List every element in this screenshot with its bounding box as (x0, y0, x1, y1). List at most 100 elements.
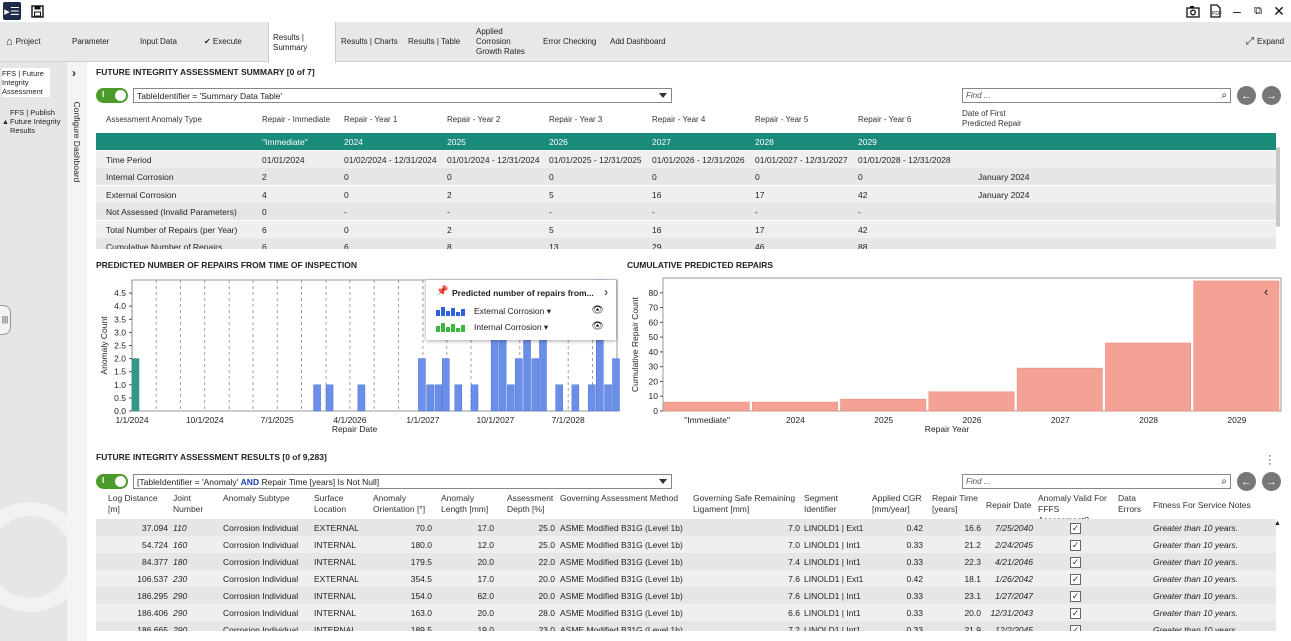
results-col-header[interactable]: Anomaly Length [mm] (441, 493, 489, 514)
summary-col-header[interactable]: Repair - Year 3 (549, 115, 603, 124)
results-col-header[interactable]: Assessment Depth [%] (507, 493, 554, 514)
summary-cell: 16 (652, 224, 662, 235)
results-col-header[interactable]: Governing Assessment Method (560, 493, 679, 503)
results-col-header[interactable]: Fitness For Service Notes (1153, 500, 1251, 510)
expand-button[interactable]: ⤢ Expand (1246, 36, 1285, 47)
results-filter-toggle[interactable]: I (96, 474, 128, 489)
results-cell: 0.33 (906, 608, 923, 618)
summary-next-button[interactable]: → (1262, 86, 1281, 105)
chevron-left-icon[interactable]: ‹ (1264, 284, 1269, 299)
export-pdf-icon[interactable]: PDF (1206, 2, 1224, 20)
results-col-header[interactable]: Data Errors (1118, 493, 1142, 514)
tab-results-table[interactable]: Results | Table (408, 37, 461, 46)
tab-add-dashboard[interactable]: Add Dashboard (610, 37, 666, 46)
results-col-header[interactable]: Surface Location (314, 493, 347, 514)
summary-col-header[interactable]: Repair - Year 4 (652, 115, 706, 124)
results-filter-dropdown[interactable]: [TableIdentifier = 'Anomaly' AND Repair … (133, 474, 672, 489)
valid-checkbox[interactable]: ✓ (1070, 574, 1081, 585)
scroll-up-icon[interactable]: ▲ (1274, 520, 1281, 527)
summary-scrollbar[interactable] (1276, 147, 1280, 227)
screenshot-icon[interactable] (1184, 2, 1202, 20)
save-icon[interactable] (28, 2, 46, 20)
valid-checkbox[interactable]: ✓ (1070, 540, 1081, 551)
results-cell: 17.0 (477, 574, 494, 584)
tab-project[interactable]: ⌂ Project (6, 36, 41, 48)
tab-results-summary[interactable]: Results | Summary (268, 22, 336, 63)
restore-icon[interactable]: ⧉ (1254, 4, 1262, 17)
eye-icon[interactable]: 👁 (591, 305, 604, 316)
tab-error-checking[interactable]: Error Checking (543, 37, 597, 46)
sidebar-collapse-handle[interactable]: ||| (0, 305, 11, 335)
results-row[interactable]: 186.295 290 Corrosion Individual INTERNAL 15… (96, 587, 1276, 604)
results-row[interactable]: 186.665 290 Corrosion Individual INTERNAL 18… (96, 621, 1276, 631)
minimize-icon[interactable]: ‒ (1233, 3, 1241, 19)
summary-row[interactable]: Cumulative Number of Repairs 6 6 8 13 29 46 88 (96, 238, 1276, 249)
summary-filter-dropdown[interactable]: TableIdentifier = 'Summary Data Table' (133, 88, 672, 103)
valid-checkbox[interactable]: ✓ (1070, 608, 1081, 619)
results-next-button[interactable]: → (1262, 472, 1281, 491)
results-col-header[interactable]: Governing Safe Remaining Ligament [mm] (693, 493, 796, 514)
chevron-right-icon[interactable]: › (72, 66, 76, 80)
tab-applied-corrosion-growth-rates[interactable]: Applied Corrosion Growth Rates (476, 27, 525, 56)
results-col-header[interactable]: Repair Date (986, 500, 1032, 510)
results-cell: Greater than 10 years. (1153, 557, 1239, 567)
results-row[interactable]: 54.724 160 Corrosion Individual INTERNAL 180… (96, 536, 1276, 553)
summary-col-header[interactable]: Repair - Year 5 (755, 115, 809, 124)
results-col-header[interactable]: Segment Identifier (804, 493, 839, 514)
tab-results-charts[interactable]: Results | Charts (341, 37, 398, 46)
legend-item-external[interactable]: External Corrosion ▾ (436, 305, 551, 317)
more-options-icon[interactable]: · · · (1268, 450, 1272, 470)
nav-item-publish-future-integrity-results[interactable]: ▲ FFS | Publish Future Integrity Results (2, 108, 61, 135)
results-find-input[interactable]: Find ... ⌕ (962, 474, 1231, 489)
summary-col-header[interactable]: Date of First Predicted Repair (962, 109, 1022, 128)
nav-item-future-integrity-assessment[interactable]: FFS | Future Integrity Assessment (2, 68, 50, 97)
summary-row[interactable]: External Corrosion 4 0 2 5 16 17 42 January 2024 (96, 185, 1276, 203)
summary-col-header[interactable]: Assessment Anomaly Type (106, 115, 202, 124)
results-row[interactable]: 37.094 110 Corrosion Individual EXTERNAL 70.… (96, 519, 1276, 536)
legend-item-internal[interactable]: Internal Corrosion ▾ (436, 321, 548, 333)
results-col-header[interactable]: Joint Number (173, 493, 204, 514)
search-icon[interactable]: ⌕ (1221, 90, 1227, 101)
summary-row[interactable]: Total Number of Repairs (per Year) 6 0 2 5 16… (96, 220, 1276, 238)
summary-row[interactable]: Time Period 01/01/2024 01/02/2024 - 12/31/… (96, 150, 1276, 168)
summary-col-header[interactable]: Repair - Year 1 (344, 115, 398, 124)
results-prev-button[interactable]: ← (1237, 472, 1256, 491)
summary-prev-button[interactable]: ← (1237, 86, 1256, 105)
tab-execute[interactable]: ✔ Execute (204, 37, 242, 46)
valid-checkbox[interactable]: ✓ (1070, 557, 1081, 568)
summary-find-input[interactable]: Find ... ⌕ (962, 88, 1231, 103)
summary-col-header[interactable]: Repair - Immediate (262, 115, 331, 124)
tab-input-data[interactable]: Input Data (140, 37, 177, 46)
configure-dashboard-panel[interactable]: › Configure Dashboard (67, 62, 87, 641)
results-row[interactable]: 84.377 180 Corrosion Individual INTERNAL 179… (96, 553, 1276, 570)
results-cell: 7.2 (788, 625, 800, 631)
summary-filter-toggle[interactable]: I (96, 88, 128, 103)
results-row[interactable]: 106.537 230 Corrosion Individual EXTERNAL 35… (96, 570, 1276, 587)
menu-icon[interactable]: ▸☰ (3, 2, 21, 20)
close-icon[interactable]: ✕ (1273, 2, 1285, 19)
tab-parameter[interactable]: Parameter (72, 37, 110, 46)
results-col-header[interactable]: Applied CGR [mm/year] (872, 493, 922, 514)
valid-checkbox[interactable]: ✓ (1070, 591, 1081, 602)
results-cell: Greater than 10 years. (1153, 625, 1239, 631)
results-col-header[interactable]: Anomaly Orientation [°] (373, 493, 426, 514)
summary-row[interactable]: Internal Corrosion 2 0 0 0 0 0 0 January 2024 (96, 168, 1276, 185)
pin-icon[interactable]: 📌 (436, 286, 449, 297)
search-icon[interactable]: ⌕ (1221, 476, 1227, 487)
summary-year-header-row[interactable]: "Immediate" 2024 2025 2026 2027 2028 2029 (96, 133, 1276, 150)
valid-checkbox[interactable]: ✓ (1070, 625, 1081, 631)
eye-icon[interactable]: 👁 (591, 321, 604, 332)
y-tick-label: 4.5 (114, 288, 126, 298)
summary-col-header[interactable]: Repair - Year 6 (858, 115, 912, 124)
results-row[interactable]: 186.406 290 Corrosion Individual INTERNAL 16… (96, 604, 1276, 621)
results-cell: LINOLD1 | Int1 (804, 608, 861, 618)
summary-row[interactable]: Not Assessed (Invalid Parameters) 0 - - - - - - (96, 203, 1276, 220)
valid-checkbox[interactable]: ✓ (1070, 523, 1081, 534)
summary-col-header[interactable]: Repair - Year 2 (447, 115, 501, 124)
results-col-header[interactable]: Anomaly Subtype (223, 493, 290, 503)
results-col-header[interactable]: Repair Time [years] (932, 493, 978, 514)
results-col-header[interactable]: Log Distance [m] (108, 493, 158, 514)
chevron-right-icon[interactable]: › (604, 285, 608, 299)
summary-cell: 2025 (447, 137, 466, 147)
results-cell: 7/25/2040 (995, 523, 1033, 533)
